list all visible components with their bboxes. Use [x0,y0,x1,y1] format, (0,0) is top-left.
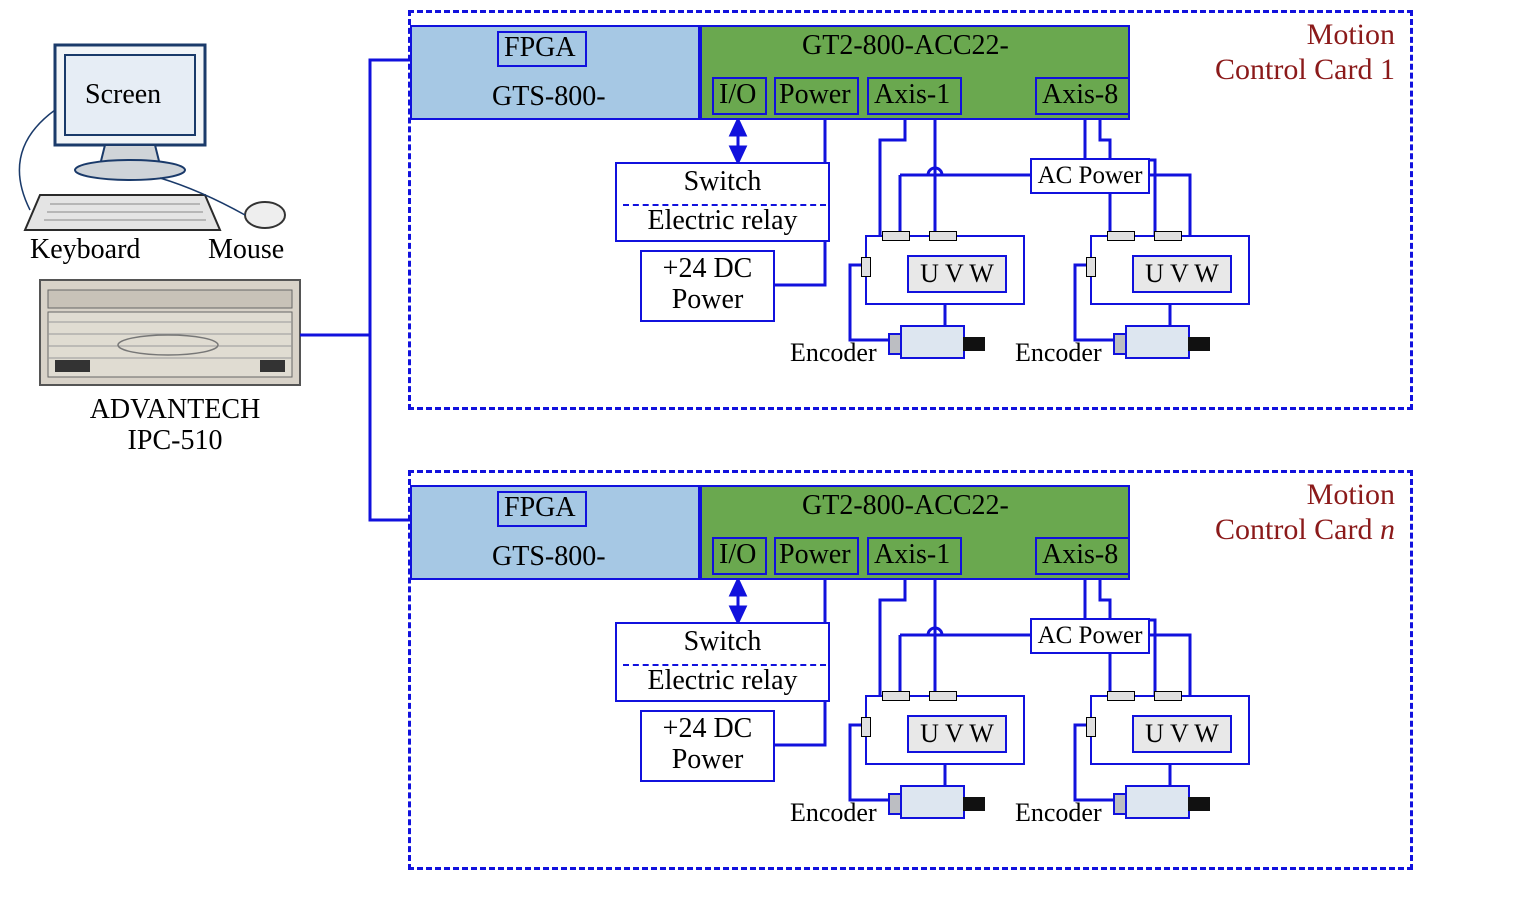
acc-label-n: GT2-800-ACC22- [802,491,1009,522]
encoder-label-na: Encoder [790,798,877,828]
acc-label-1: GT2-800-ACC22- [802,31,1009,62]
axis1-label-1: Axis-1 [874,80,950,111]
gts-label-1: GTS-800- [492,82,606,113]
card1-title: MotionControl Card 1 [1135,18,1395,87]
dc-label-1: +24 DC Power [642,254,773,316]
cardn-title: MotionControl Card n [1135,478,1395,547]
dc-label-n: +24 DC Power [642,714,773,776]
mouse-icon [160,178,285,228]
motor2-1 [1125,325,1190,359]
switch-relay-n: Switch Electric relay [615,622,830,702]
driver1-n: U V W [865,695,1025,765]
ipc-icon [40,280,300,385]
ac-power-1: AC Power [1030,158,1150,194]
encoder-label-nb: Encoder [1015,798,1102,828]
gts-label-n: GTS-800- [492,542,606,573]
uvw-1b: U V W [1132,255,1232,293]
switch-label-n: Switch [617,627,828,658]
driver2-n: U V W [1090,695,1250,765]
power-label-1: Power [779,80,851,111]
relay-label-n: Electric relay [617,666,828,697]
driver1-1: U V W [865,235,1025,305]
relay-label-1: Electric relay [617,206,828,237]
acc-block-n: GT2-800-ACC22- I/O Power Axis-1 Axis-8 [700,485,1130,580]
dc-power-1: +24 DC Power [640,250,775,322]
motor1-n [900,785,965,819]
keyboard-icon [25,195,220,230]
axis1-label-n: Axis-1 [874,540,950,571]
switch-relay-1: Switch Electric relay [615,162,830,242]
monitor-icon [55,45,205,180]
ac-power-n: AC Power [1030,618,1150,654]
ipc-label: ADVANTECH IPC-510 [50,395,300,457]
gts-block-n: FPGA GTS-800- [410,485,700,580]
uvw-na: U V W [907,715,1007,753]
uvw-1a: U V W [907,255,1007,293]
kb-cable [19,110,55,210]
dc-power-n: +24 DC Power [640,710,775,782]
axis8-label-n: Axis-8 [1042,540,1118,571]
io-label-n: I/O [719,540,756,571]
axis8-label-1: Axis-8 [1042,80,1118,111]
power-label-n: Power [779,540,851,571]
fpga-label-n: FPGA [504,493,576,524]
encoder-label-1a: Encoder [790,338,877,368]
ac-label-n: AC Power [1032,622,1148,650]
screen-label: Screen [85,80,161,111]
encoder-label-1b: Encoder [1015,338,1102,368]
uvw-nb: U V W [1132,715,1232,753]
io-label-1: I/O [719,80,756,111]
motor2-n [1125,785,1190,819]
motor1-1 [900,325,965,359]
acc-block-1: GT2-800-ACC22- I/O Power Axis-1 Axis-8 [700,25,1130,120]
switch-label-1: Switch [617,167,828,198]
gts-block-1: FPGA GTS-800- [410,25,700,120]
fpga-label-1: FPGA [504,33,576,64]
driver2-1: U V W [1090,235,1250,305]
keyboard-label: Keyboard [30,235,140,266]
main-bus [300,60,410,520]
ac-label-1: AC Power [1032,162,1148,190]
mouse-label: Mouse [208,235,284,266]
